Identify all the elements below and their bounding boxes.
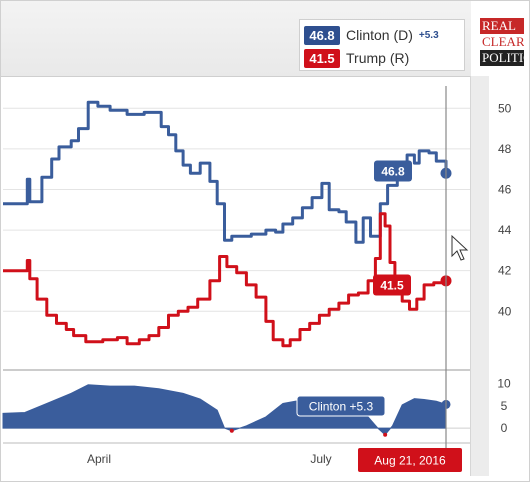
y-tick-label: 50 (498, 101, 512, 115)
legend: 46.8 Clinton (D) +5.3 41.5 Trump (R) (299, 19, 465, 71)
spread-tick-label: 0 (501, 421, 508, 435)
y-axis-strip (470, 76, 489, 476)
trump-flag: 41.5 (373, 274, 411, 296)
trump-flag-label: 41.5 (380, 279, 404, 293)
y-tick-label: 44 (498, 223, 512, 237)
x-tick-label: July (310, 452, 331, 466)
trump-value-badge: 41.5 (304, 48, 340, 68)
y-axis-ticks: 40 42 44 46 48 50 (498, 101, 512, 318)
spread-negative-point (383, 432, 388, 437)
trump-label: Trump (R) (346, 50, 410, 66)
y-tick-label: 48 (498, 142, 512, 156)
spread-flag-box (296, 395, 386, 417)
spread-flag-label: Clinton +5.3 (309, 400, 374, 414)
series-group (2, 100, 452, 437)
clinton-value-badge: 46.8 (304, 25, 340, 45)
clinton-label: Clinton (D) (346, 27, 413, 43)
logo-line-1: REAL (480, 18, 524, 34)
legend-item-clinton[interactable]: 46.8 Clinton (D) +5.3 (304, 25, 439, 45)
date-flag-label: Aug 21, 2016 (374, 454, 446, 468)
logo-line-2: CLEAR (480, 34, 524, 50)
x-tick-label: April (87, 452, 111, 466)
logo-line-3: POLITICS (480, 50, 524, 66)
clinton-line (3, 100, 448, 244)
clinton-flag-label: 46.8 (381, 165, 405, 179)
date-flag: Aug 21, 2016 (358, 448, 462, 472)
legend-item-trump[interactable]: 41.5 Trump (R) (304, 48, 409, 68)
spread-negative-point (229, 428, 234, 433)
trump-line (3, 212, 448, 348)
y-tick-label: 40 (498, 304, 512, 318)
spread-axis-ticks: 0 5 10 (497, 376, 511, 435)
mouse-pointer-icon (451, 234, 469, 261)
date-flag-box (358, 448, 462, 472)
spread-area (2, 384, 447, 436)
y-tick-label: 42 (498, 264, 512, 278)
spread-tick-label: 10 (497, 376, 511, 390)
realclearpolitics-logo: REAL CLEAR POLITICS (480, 18, 524, 66)
clinton-spread: +5.3 (418, 29, 439, 41)
clinton-flag: 46.8 (374, 160, 412, 182)
y-tick-label: 46 (498, 182, 512, 196)
spread-tick-label: 5 (501, 399, 508, 413)
clinton-flag-box (374, 160, 412, 182)
flags: 46.8 41.5 Clinton +5.3 Aug 21, 2016 (296, 160, 462, 472)
spread-flag: Clinton +5.3 (296, 395, 386, 417)
trump-flag-box (373, 274, 411, 296)
x-axis-ticks: April July (87, 452, 332, 466)
